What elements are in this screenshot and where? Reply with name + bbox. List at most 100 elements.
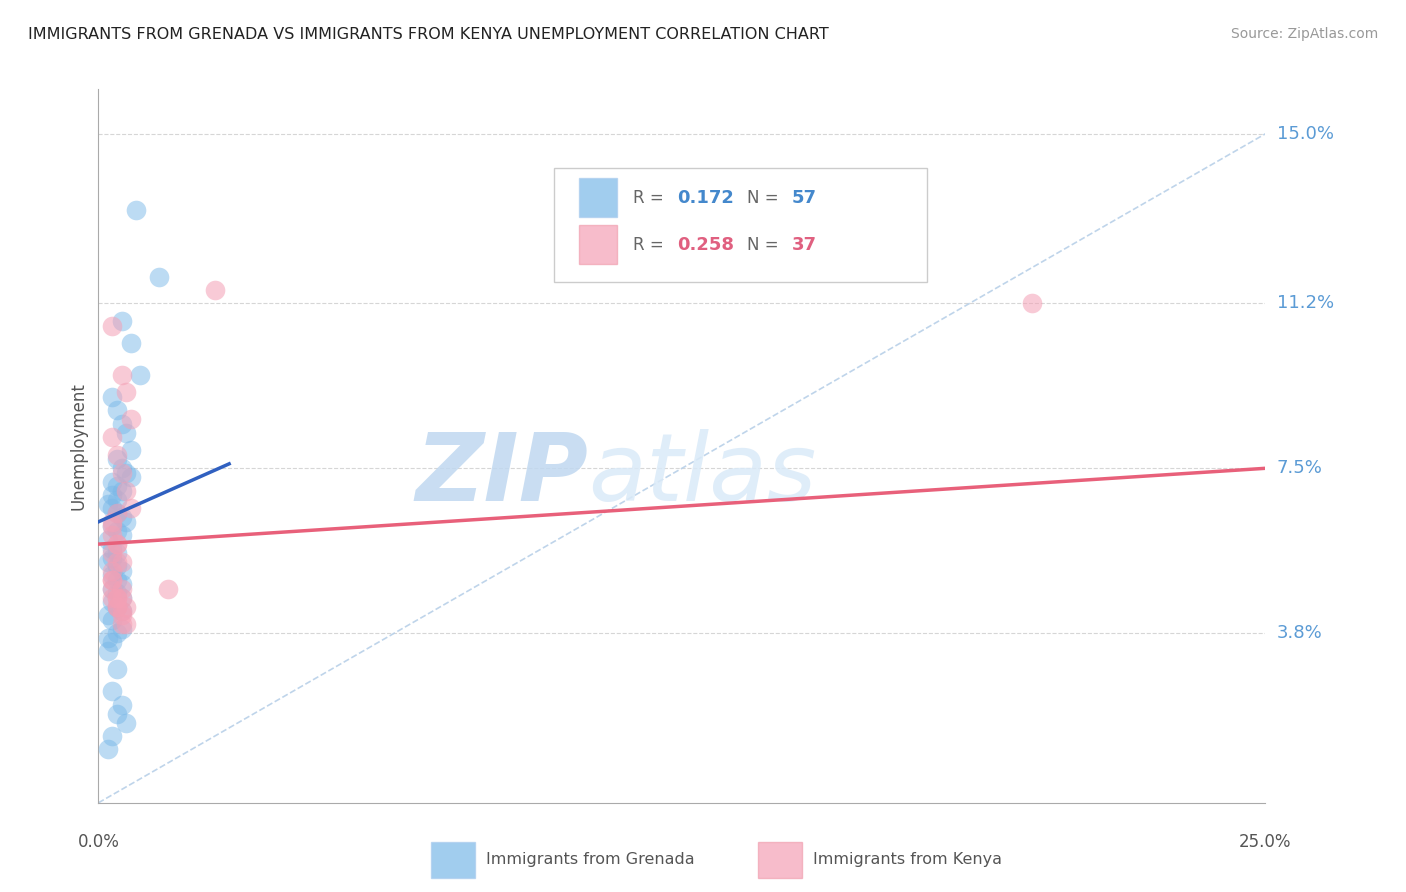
Point [97,533,120,547]
Point [111,604,134,618]
Text: Source: ZipAtlas.com: Source: ZipAtlas.com [1230,27,1378,41]
Point [101,501,124,516]
Point [101,564,124,578]
Point [111,314,134,328]
Bar [758,842,801,878]
Text: R =: R = [633,189,669,207]
Point [101,573,124,587]
Point [101,573,124,587]
Point [101,519,124,533]
Point [105,662,128,676]
Point [115,599,138,614]
Point [111,510,134,524]
Point [105,559,128,574]
Point [97,608,120,623]
Point [101,595,124,609]
Point [129,368,152,382]
Point [105,591,128,605]
Point [148,269,170,284]
Text: IMMIGRANTS FROM GRENADA VS IMMIGRANTS FROM KENYA UNEMPLOYMENT CORRELATION CHART: IMMIGRANTS FROM GRENADA VS IMMIGRANTS FR… [28,27,830,42]
Point [105,546,128,560]
Text: 37: 37 [792,235,817,253]
Text: 3.8%: 3.8% [1277,624,1322,642]
Point [115,515,138,529]
Bar [432,842,475,878]
Bar [579,178,617,218]
Point [101,613,124,627]
Bar [579,225,617,264]
Point [120,412,142,426]
Point [111,622,134,636]
Point [120,501,142,516]
Point [105,537,128,551]
Point [101,568,124,582]
Text: 7.5%: 7.5% [1277,459,1323,477]
Point [111,466,134,480]
Point [111,591,134,605]
Text: 57: 57 [792,189,817,207]
Point [105,599,128,614]
Text: 15.0%: 15.0% [1277,125,1333,143]
Point [101,528,124,542]
Text: N =: N = [747,235,785,253]
Point [101,550,124,565]
Point [105,555,128,569]
FancyBboxPatch shape [554,168,927,282]
Point [111,417,134,431]
Point [120,443,142,458]
Point [105,448,128,462]
Point [120,336,142,351]
Point [115,617,138,632]
Point [105,599,128,614]
Point [111,591,134,605]
Point [111,555,134,569]
Point [101,475,124,489]
Point [105,626,128,640]
Point [111,577,134,591]
Point [101,488,124,502]
Text: 0.258: 0.258 [678,235,734,253]
Point [101,684,124,698]
Point [97,742,120,756]
Point [105,591,128,605]
Point [115,466,138,480]
Point [101,318,124,333]
Point [105,524,128,538]
Point [105,573,128,587]
Point [101,591,124,605]
Point [111,608,134,623]
Point [105,506,128,520]
Point [97,644,120,658]
Point [101,519,124,533]
Point [204,283,226,297]
Point [101,582,124,596]
Point [157,582,180,596]
Point [105,403,128,417]
Point [111,368,134,382]
Point [97,555,120,569]
Text: 25.0%: 25.0% [1239,833,1292,851]
Point [115,715,138,730]
Text: Immigrants from Grenada: Immigrants from Grenada [486,853,695,867]
Text: 0.172: 0.172 [678,189,734,207]
Point [115,385,138,400]
Text: R =: R = [633,235,669,253]
Point [105,599,128,614]
Text: 0.0%: 0.0% [77,833,120,851]
Point [115,425,138,440]
Point [111,461,134,475]
Point [111,564,134,578]
Point [120,470,142,484]
Point [101,635,124,649]
Point [97,631,120,645]
Point [101,515,124,529]
Point [105,706,128,721]
Point [105,586,128,600]
Point [111,617,134,632]
Point [101,390,124,404]
Point [105,506,128,520]
Point [111,698,134,712]
Point [111,528,134,542]
Text: Immigrants from Kenya: Immigrants from Kenya [813,853,1001,867]
Text: atlas: atlas [589,429,817,520]
